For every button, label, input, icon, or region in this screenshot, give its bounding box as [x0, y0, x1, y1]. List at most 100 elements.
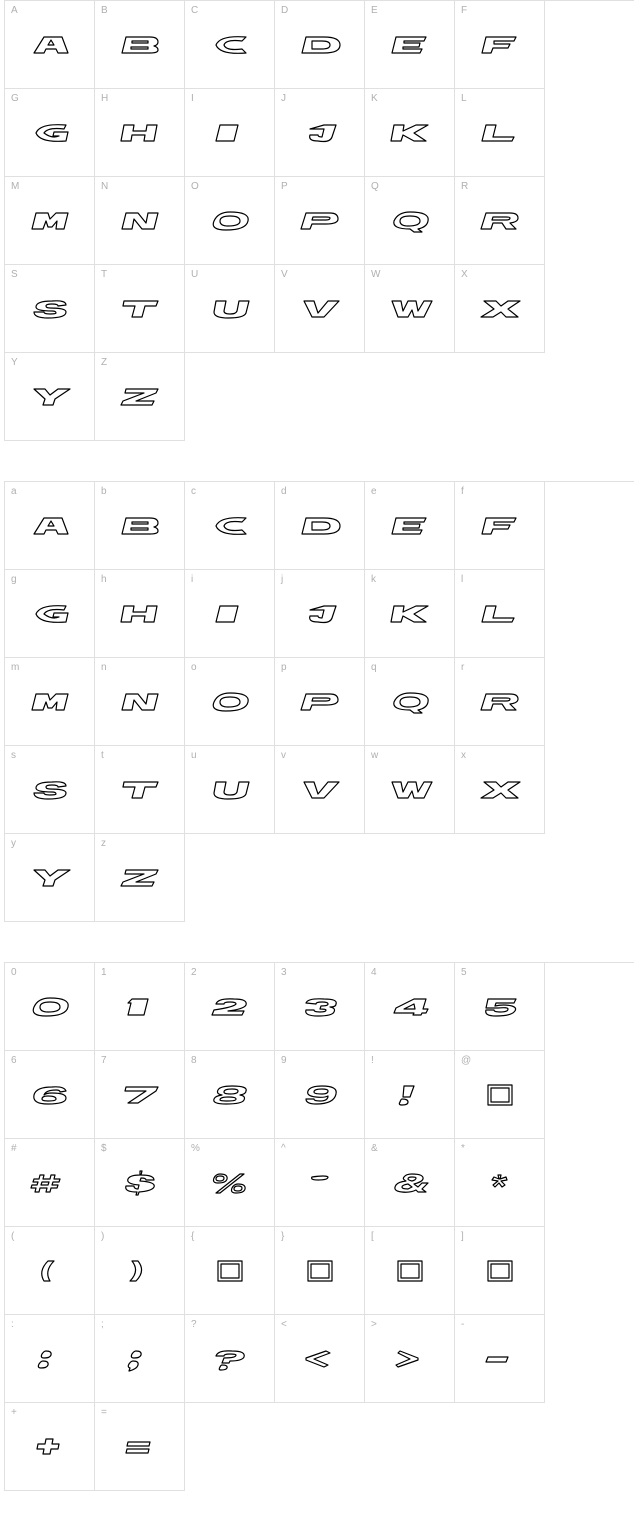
- glyph-cell: d: [275, 482, 365, 570]
- glyph-cell: ): [95, 1227, 185, 1315]
- glyph-cell: Z: [95, 353, 185, 441]
- glyph-icon: [26, 862, 74, 894]
- glyph-cell: m: [5, 658, 95, 746]
- glyph-label: x: [461, 750, 466, 761]
- glyph-icon: [116, 1255, 164, 1287]
- glyph-cell: ^: [275, 1139, 365, 1227]
- charmap-grid: ABCDEFGHIJKLMNOPQRSTUVWXYZ: [4, 0, 634, 441]
- glyph-icon: [206, 510, 254, 542]
- glyph-icon: [116, 117, 164, 149]
- glyph-icon: [386, 774, 434, 806]
- glyph-icon: [26, 991, 74, 1023]
- glyph-cell: &: [365, 1139, 455, 1227]
- glyph-label: @: [461, 1055, 471, 1066]
- glyph-cell: 4: [365, 963, 455, 1051]
- glyph-cell: n: [95, 658, 185, 746]
- glyph-cell: <: [275, 1315, 365, 1403]
- glyph-label: V: [281, 269, 288, 280]
- glyph-icon: [26, 1079, 74, 1111]
- glyph-cell: 3: [275, 963, 365, 1051]
- glyph-icon: [386, 205, 434, 237]
- glyph-icon: [116, 991, 164, 1023]
- glyph-icon: [26, 1343, 74, 1375]
- glyph-cell: q: [365, 658, 455, 746]
- glyph-cell: H: [95, 89, 185, 177]
- glyph-label: 9: [281, 1055, 287, 1066]
- glyph-label: ?: [191, 1319, 197, 1330]
- glyph-label: 8: [191, 1055, 197, 1066]
- glyph-icon: [386, 598, 434, 630]
- glyph-icon: [206, 686, 254, 718]
- glyph-icon: [116, 205, 164, 237]
- glyph-cell: >: [365, 1315, 455, 1403]
- glyph-label: E: [371, 5, 378, 16]
- glyph-label: L: [461, 93, 467, 104]
- glyph-icon: [296, 1079, 344, 1111]
- glyph-cell: h: [95, 570, 185, 658]
- glyph-label: a: [11, 486, 17, 497]
- glyph-icon: [296, 29, 344, 61]
- glyph-label: =: [101, 1407, 107, 1418]
- glyph-cell: @: [455, 1051, 545, 1139]
- glyph-label: c: [191, 486, 196, 497]
- glyph-label: J: [281, 93, 286, 104]
- glyph-icon: [206, 1255, 254, 1287]
- glyph-cell: P: [275, 177, 365, 265]
- glyph-icon: [476, 686, 524, 718]
- glyph-label: [: [371, 1231, 374, 1242]
- glyph-label: -: [461, 1319, 464, 1330]
- glyph-label: h: [101, 574, 107, 585]
- glyph-icon: [206, 774, 254, 806]
- charmap-grid: abcdefghijklmnopqrstuvwxyz: [4, 481, 634, 922]
- glyph-cell: 0: [5, 963, 95, 1051]
- glyph-label: Z: [101, 357, 107, 368]
- glyph-cell: i: [185, 570, 275, 658]
- glyph-cell: w: [365, 746, 455, 834]
- glyph-cell: B: [95, 1, 185, 89]
- glyph-label: X: [461, 269, 468, 280]
- charmap-section-numbers-symbols: 0123456789!@#$%^&*(){}[]:;?<>-+=: [0, 962, 640, 1491]
- glyph-icon: [296, 1167, 344, 1199]
- glyph-icon: [116, 293, 164, 325]
- glyph-cell: }: [275, 1227, 365, 1315]
- glyph-cell: #: [5, 1139, 95, 1227]
- glyph-icon: [386, 117, 434, 149]
- glyph-cell: %: [185, 1139, 275, 1227]
- glyph-cell: s: [5, 746, 95, 834]
- glyph-cell: ]: [455, 1227, 545, 1315]
- glyph-label: l: [461, 574, 463, 585]
- glyph-label: Y: [11, 357, 18, 368]
- glyph-label: b: [101, 486, 107, 497]
- glyph-label: #: [11, 1143, 17, 1154]
- glyph-label: T: [101, 269, 107, 280]
- glyph-icon: [116, 510, 164, 542]
- glyph-cell: $: [95, 1139, 185, 1227]
- glyph-cell: Q: [365, 177, 455, 265]
- glyph-cell: J: [275, 89, 365, 177]
- glyph-icon: [476, 205, 524, 237]
- glyph-label: +: [11, 1407, 17, 1418]
- glyph-cell: z: [95, 834, 185, 922]
- glyph-cell: N: [95, 177, 185, 265]
- glyph-label: !: [371, 1055, 374, 1066]
- glyph-icon: [206, 1167, 254, 1199]
- glyph-label: O: [191, 181, 199, 192]
- glyph-icon: [206, 598, 254, 630]
- glyph-icon: [476, 1079, 524, 1111]
- glyph-icon: [116, 1431, 164, 1463]
- glyph-label: n: [101, 662, 107, 673]
- glyph-cell: ?: [185, 1315, 275, 1403]
- glyph-label: K: [371, 93, 378, 104]
- glyph-icon: [116, 598, 164, 630]
- glyph-icon: [116, 862, 164, 894]
- glyph-label: }: [281, 1231, 284, 1242]
- glyph-cell: o: [185, 658, 275, 746]
- glyph-cell: b: [95, 482, 185, 570]
- glyph-label: &: [371, 1143, 378, 1154]
- glyph-label: t: [101, 750, 104, 761]
- glyph-cell: Y: [5, 353, 95, 441]
- glyph-label: H: [101, 93, 108, 104]
- glyph-label: R: [461, 181, 468, 192]
- glyph-label: w: [371, 750, 378, 761]
- glyph-label: d: [281, 486, 287, 497]
